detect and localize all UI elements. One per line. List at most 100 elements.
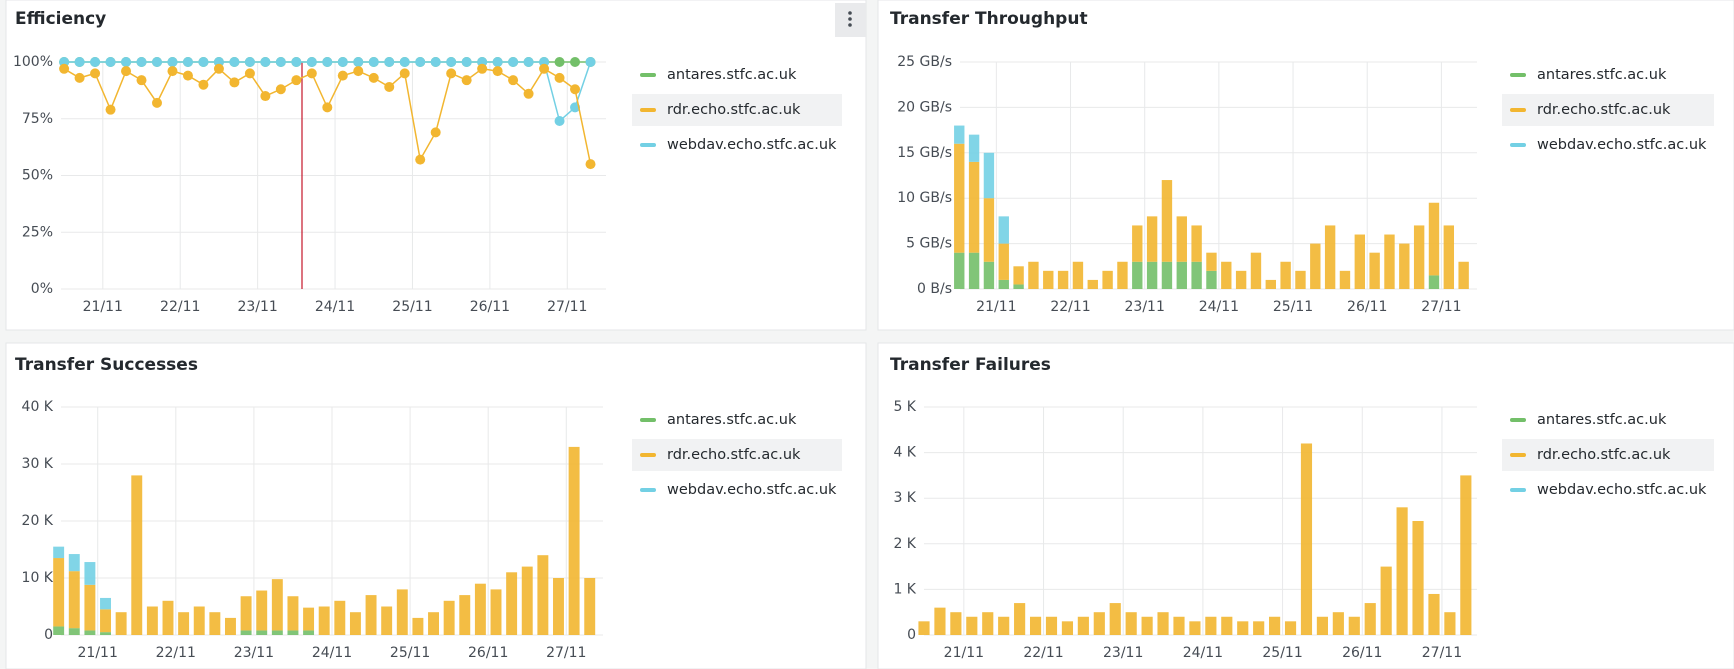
- point: [151, 97, 162, 108]
- legend-highlight: [1502, 439, 1714, 471]
- bar: [474, 583, 486, 635]
- x-tick-label: 25/11: [392, 299, 432, 315]
- legend-swatch: [1510, 73, 1526, 77]
- legend-swatch: [1510, 453, 1526, 457]
- point: [275, 57, 286, 67]
- legend-swatch: [640, 143, 656, 147]
- bar: [1221, 616, 1233, 635]
- bar: [1077, 616, 1089, 635]
- legend-swatch: [1510, 143, 1526, 147]
- point: [446, 68, 457, 79]
- legend-label: antares.stfc.ac.uk: [667, 67, 797, 83]
- legend-label: rdr.echo.stfc.ac.uk: [667, 102, 801, 118]
- bar: [68, 628, 80, 635]
- x-tick-label: 26/11: [1347, 299, 1387, 315]
- point: [182, 70, 193, 81]
- bar: [966, 616, 978, 635]
- point: [105, 57, 116, 67]
- bar: [256, 590, 268, 631]
- point: [461, 57, 472, 67]
- y-tick-label: 25 GB/s: [897, 54, 952, 70]
- bar: [998, 279, 1009, 289]
- bar: [225, 617, 236, 635]
- point: [585, 159, 596, 170]
- legend-label: webdav.echo.stfc.ac.uk: [1537, 482, 1707, 498]
- point: [198, 57, 209, 67]
- x-tick-label: 27/11: [1421, 299, 1461, 315]
- bar: [84, 562, 96, 585]
- legend-highlight: [632, 439, 842, 471]
- bar: [968, 134, 980, 162]
- y-tick-label: 10 K: [22, 570, 54, 586]
- point: [105, 104, 116, 115]
- bar: [1339, 270, 1351, 289]
- bar: [1300, 443, 1313, 635]
- y-tick-label: 0%: [31, 281, 53, 297]
- bar: [84, 630, 96, 635]
- bar: [1413, 225, 1425, 289]
- y-tick-label: 5 GB/s: [906, 236, 952, 252]
- bar: [1443, 225, 1455, 289]
- point: [399, 57, 410, 67]
- bar: [1141, 616, 1153, 635]
- bar: [1428, 593, 1440, 635]
- bar: [1157, 612, 1169, 635]
- legend-label: antares.stfc.ac.uk: [1537, 67, 1667, 83]
- legend-label: antares.stfc.ac.uk: [1537, 412, 1667, 428]
- x-tick-label: 21/11: [976, 299, 1016, 315]
- y-tick-label: 30 K: [22, 456, 54, 472]
- bar: [1280, 261, 1291, 289]
- x-tick-label: 23/11: [237, 299, 277, 315]
- legend-swatch: [1510, 488, 1526, 492]
- point: [430, 127, 441, 138]
- point: [136, 75, 147, 86]
- panel: [5, 0, 867, 331]
- bar: [334, 600, 346, 635]
- x-tick-label: 21/11: [83, 299, 123, 315]
- point: [554, 116, 565, 127]
- bar: [1191, 225, 1202, 262]
- bar: [53, 558, 65, 627]
- bar: [1458, 261, 1469, 289]
- bar: [1146, 216, 1158, 262]
- point: [353, 57, 364, 67]
- bar: [1295, 270, 1306, 289]
- x-tick-label: 23/11: [234, 645, 274, 661]
- bar: [934, 607, 946, 635]
- legend-highlight: [632, 94, 842, 126]
- point: [322, 57, 333, 67]
- bar: [998, 216, 1009, 244]
- bar: [1109, 603, 1121, 635]
- bar: [918, 621, 930, 635]
- bar: [1043, 270, 1054, 289]
- point: [74, 57, 85, 67]
- bar: [349, 612, 361, 635]
- menu-dot: [848, 11, 852, 15]
- bar: [537, 555, 549, 635]
- x-tick-label: 22/11: [156, 645, 196, 661]
- bar: [428, 612, 439, 635]
- point: [121, 57, 132, 67]
- y-tick-label: 75%: [22, 111, 53, 127]
- bar: [1014, 603, 1026, 635]
- y-tick-label: 0: [907, 627, 916, 643]
- bar: [1237, 621, 1249, 635]
- bar: [568, 446, 580, 635]
- point: [306, 68, 317, 79]
- bar: [1087, 279, 1098, 289]
- bar: [53, 626, 65, 635]
- x-tick-label: 24/11: [315, 299, 355, 315]
- point: [430, 57, 441, 67]
- bar: [968, 161, 980, 253]
- x-tick-label: 22/11: [1050, 299, 1090, 315]
- bar: [982, 612, 994, 635]
- point: [570, 84, 581, 95]
- point: [492, 66, 503, 77]
- point: [461, 75, 472, 86]
- y-tick-label: 50%: [22, 168, 53, 184]
- bar: [998, 243, 1009, 280]
- bar: [209, 612, 221, 635]
- point: [337, 70, 348, 81]
- point: [90, 68, 101, 79]
- bar: [318, 606, 330, 635]
